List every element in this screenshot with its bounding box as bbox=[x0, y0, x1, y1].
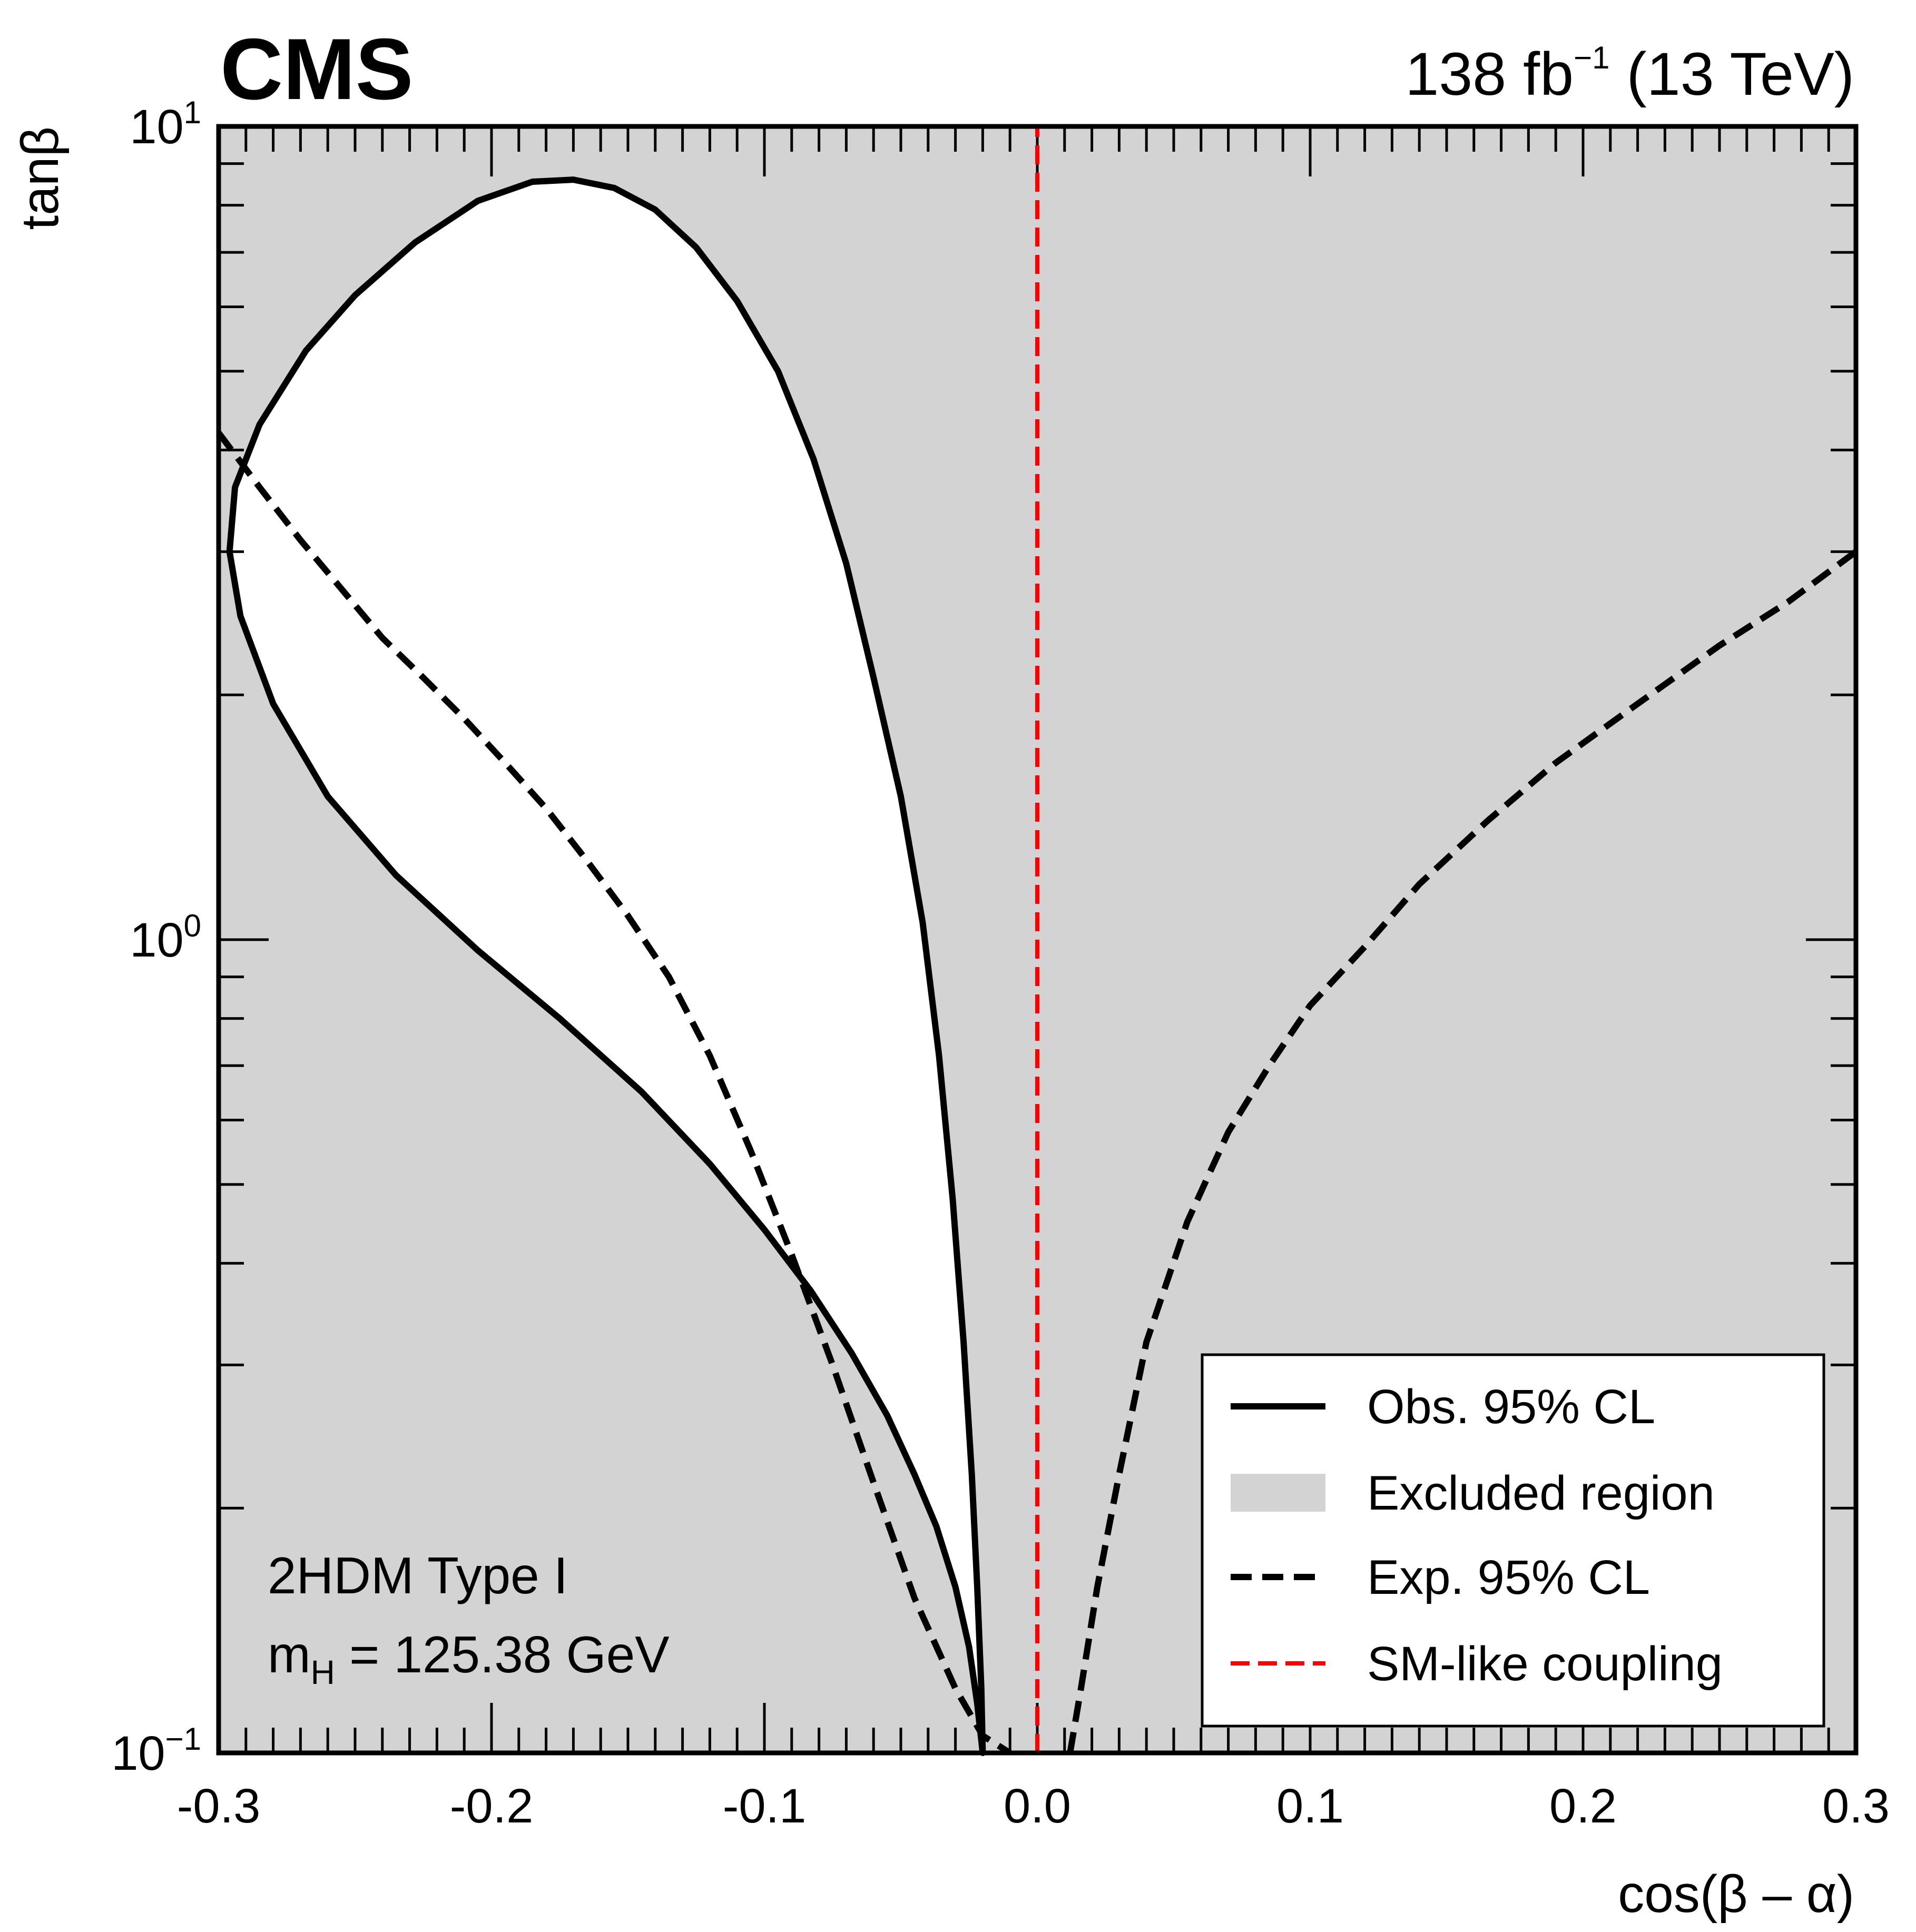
model-label: 2HDM Type I bbox=[268, 1546, 568, 1604]
cms-logo: CMS bbox=[220, 21, 414, 117]
x-tick-label: 0.0 bbox=[1004, 1779, 1071, 1833]
legend-label-expected: Exp. 95% CL bbox=[1367, 1551, 1650, 1604]
legend-swatch-excluded bbox=[1231, 1474, 1325, 1512]
x-axis-title: cos(β – α) bbox=[1618, 1865, 1854, 1924]
y-tick-label: 10−1 bbox=[111, 1721, 201, 1780]
mass-label: mH = 125.38 GeV bbox=[268, 1625, 670, 1691]
y-tick-labels: 101 100 10−1 bbox=[111, 95, 201, 1780]
x-tick-label: 0.2 bbox=[1549, 1779, 1617, 1833]
x-tick-label: -0.2 bbox=[450, 1779, 534, 1833]
legend-label-observed: Obs. 95% CL bbox=[1367, 1380, 1655, 1434]
y-tick-label: 101 bbox=[130, 95, 201, 154]
legend-box bbox=[1201, 1353, 1825, 1728]
expected-contour-segment bbox=[216, 431, 1012, 1756]
legend-label-sm-like: SM-like coupling bbox=[1367, 1637, 1723, 1691]
x-tick-label: -0.3 bbox=[177, 1779, 261, 1833]
plot-frame bbox=[216, 124, 1859, 1756]
legend-label-excluded: Excluded region bbox=[1367, 1466, 1715, 1520]
x-tick-label: 0.3 bbox=[1822, 1779, 1890, 1833]
legend: Obs. 95% CL Excluded region Exp. 95% CL … bbox=[1201, 1353, 1825, 1728]
allowed-region bbox=[229, 180, 983, 1753]
expected-contour bbox=[216, 431, 1858, 1756]
x-tick-label: 0.1 bbox=[1276, 1779, 1344, 1833]
minor-ticks bbox=[219, 126, 1856, 1753]
x-tick-label: -0.1 bbox=[723, 1779, 807, 1833]
observed-contour bbox=[226, 176, 986, 1756]
luminosity-label: 138 fb−1 (13 TeV) bbox=[1405, 40, 1854, 108]
expected-contour-segment bbox=[1067, 549, 1858, 1754]
y-axis-title: tanβ bbox=[11, 126, 70, 230]
x-tick-labels: -0.3 -0.2 -0.1 0.0 0.1 0.2 0.3 bbox=[177, 1779, 1890, 1833]
y-tick-label: 100 bbox=[130, 908, 201, 967]
